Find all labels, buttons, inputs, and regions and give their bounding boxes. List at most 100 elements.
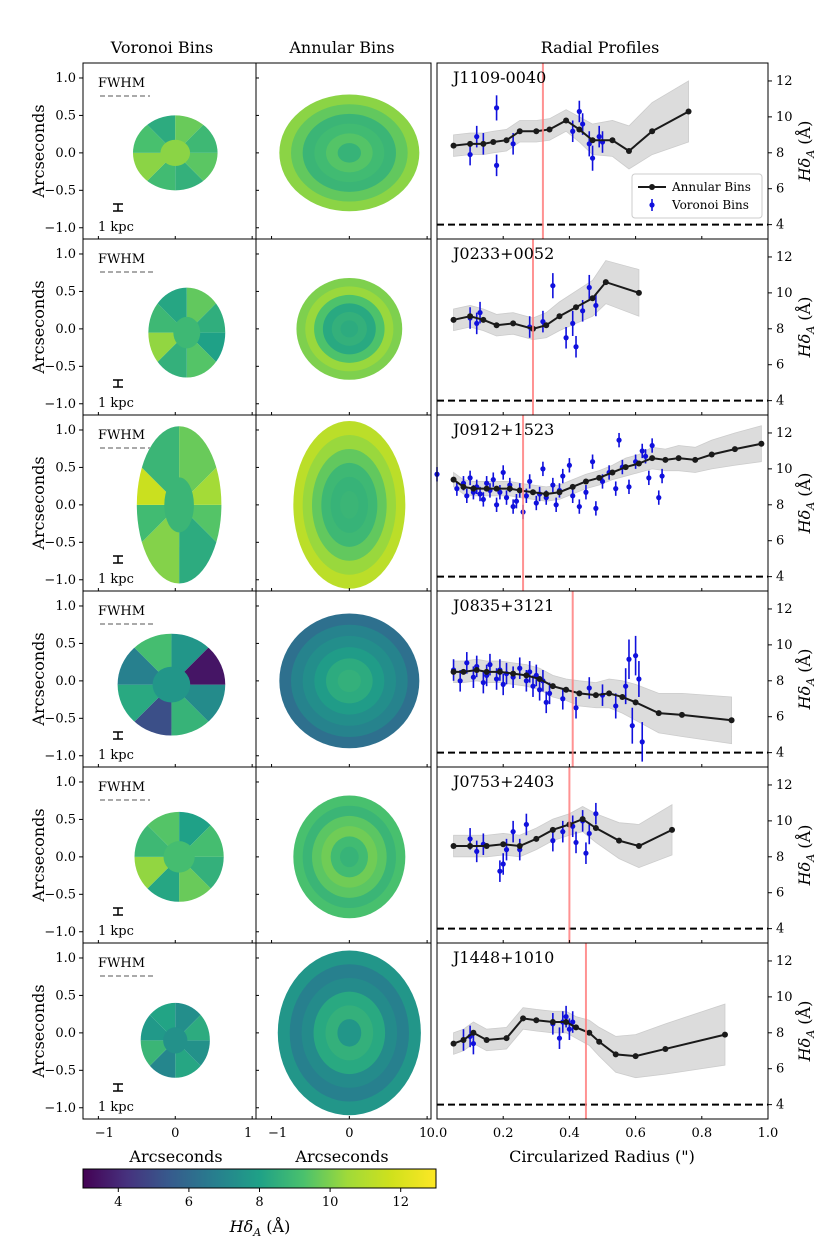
- ytick-label: 12: [776, 778, 793, 793]
- annular-point: [470, 1029, 477, 1036]
- voronoi-bin: [175, 115, 218, 153]
- annular-point: [450, 476, 457, 483]
- annular-point: [533, 835, 540, 842]
- voronoi-map: [134, 811, 224, 902]
- annular-point: [758, 440, 765, 447]
- voronoi-bin: [117, 684, 172, 736]
- legend-box: [631, 173, 763, 219]
- ytick-label: 0.5: [55, 108, 76, 123]
- title-annular: Annular Bins: [288, 38, 394, 57]
- voronoi-bin: [171, 633, 226, 685]
- legend-annular-marker: [649, 184, 655, 190]
- voronoi-ylabel: Arcseconds: [29, 104, 48, 198]
- voronoi-ylabel: Arcseconds: [29, 632, 48, 726]
- colorbar-tick-label: 8: [255, 1195, 263, 1210]
- radial-ylabel: HδA (Å): [794, 649, 817, 711]
- ytick-label: 8: [776, 850, 784, 865]
- voronoi-point: [500, 469, 506, 476]
- ytick-label: −0.5: [44, 887, 76, 902]
- voronoi-point: [560, 829, 566, 835]
- voronoi-point: [580, 121, 586, 127]
- voronoi-point: [510, 503, 516, 510]
- ytick-label: 8: [776, 146, 784, 161]
- ytick-label: 10: [776, 638, 793, 653]
- kpc-label: 1 kpc: [98, 1100, 134, 1115]
- annular-point: [450, 142, 457, 149]
- annular-point: [731, 446, 738, 453]
- annular-point: [483, 485, 490, 492]
- radial-frame: [436, 942, 769, 1120]
- annular-point: [506, 485, 513, 492]
- annular-point: [678, 711, 685, 718]
- voronoi-point: [480, 496, 486, 503]
- annular-point: [579, 816, 586, 823]
- voronoi-point: [626, 484, 632, 490]
- annular-point: [467, 140, 474, 147]
- ytick-label: 6: [776, 358, 784, 373]
- ytick-label: 6: [776, 534, 784, 549]
- annular-point: [632, 699, 639, 706]
- radial-profile: 4 6 8 10 12 HδA (Å) J0753+2403: [436, 766, 817, 944]
- ytick-label: 1.0: [55, 247, 76, 262]
- xtick-label: 0.2: [493, 1126, 514, 1141]
- annular-point: [596, 474, 603, 481]
- xtick-label: 0.4: [559, 1126, 580, 1141]
- ytick-label: 0.0: [55, 850, 76, 865]
- annular-point: [589, 137, 596, 144]
- radial-ylabel-sub: A: [804, 854, 817, 863]
- panel-row: 1.0 0.5 0.0 −0.5 −1.0 Arcseconds FWHM 1 kpc 4 6 8 1…: [29, 590, 817, 768]
- ytick-label: −1.0: [44, 397, 76, 412]
- voronoi-bin: [152, 666, 191, 703]
- galaxy-name: J0753+2403: [451, 772, 554, 791]
- annular-point: [503, 1035, 510, 1042]
- voronoi-point: [477, 491, 483, 497]
- voronoi-bin: [164, 477, 194, 533]
- voronoi-bin: [140, 1040, 176, 1078]
- voronoi-point: [596, 134, 602, 140]
- voronoi-point: [500, 681, 506, 687]
- ytick-label: 12: [776, 954, 793, 969]
- annular-point: [503, 137, 510, 144]
- ytick-label: 10: [776, 990, 793, 1005]
- voronoi-point: [573, 705, 579, 711]
- annular-point: [549, 1019, 556, 1026]
- voronoi-point: [593, 302, 599, 309]
- ytick-label: 4: [776, 746, 784, 761]
- voronoi-point: [642, 453, 649, 459]
- radial-profile: 4 6 8 10 12 HδA (Å) J0233+0052: [436, 238, 817, 416]
- voronoi-point: [457, 678, 463, 684]
- annular-point: [450, 668, 457, 675]
- xtick-label: −1: [95, 1126, 114, 1141]
- annular-point: [460, 1036, 467, 1043]
- annular-point: [460, 668, 467, 675]
- kpc-label: 1 kpc: [98, 396, 134, 411]
- annular-map: [279, 613, 420, 749]
- voronoi-point: [527, 669, 533, 675]
- annular-point: [549, 683, 556, 690]
- voronoi-point: [527, 478, 533, 485]
- annular-point: [708, 451, 715, 458]
- voronoi-point: [629, 723, 635, 729]
- voronoi-point: [570, 128, 576, 134]
- annular-map: [279, 94, 420, 212]
- voronoi-bin: [186, 287, 226, 333]
- fwhm-label: FWHM: [98, 252, 145, 267]
- panel-row: 1.0 0.5 0.0 −0.5 −1.0 Arcseconds FWHM 1 kpc 4 6 8 1…: [29, 62, 817, 240]
- radial-profile: 4 6 8 10 12 HδA (Å) J0912+1523: [434, 414, 817, 592]
- annular-map: [293, 420, 406, 589]
- voronoi-point: [474, 134, 480, 140]
- voronoi-bin: [134, 856, 180, 902]
- ytick-label: 8: [776, 498, 784, 513]
- voronoi-point: [573, 344, 579, 350]
- ytick-label: 4: [776, 394, 784, 409]
- voronoi-bin: [175, 115, 218, 153]
- voronoi-xlabel: Arcseconds: [128, 1147, 222, 1166]
- voronoi-point: [613, 486, 619, 492]
- annular-point: [483, 843, 490, 850]
- fwhm-label: FWHM: [98, 604, 145, 619]
- xtick-label: 1.0: [758, 1126, 779, 1141]
- ytick-label: 8: [776, 674, 784, 689]
- panel-row: 1.0 0.5 0.0 −0.5 −1.0 Arcseconds FWHM 1 kpc 4 6 8 1…: [29, 414, 817, 592]
- voronoi-point: [517, 665, 523, 671]
- title-radial: Radial Profiles: [541, 38, 660, 57]
